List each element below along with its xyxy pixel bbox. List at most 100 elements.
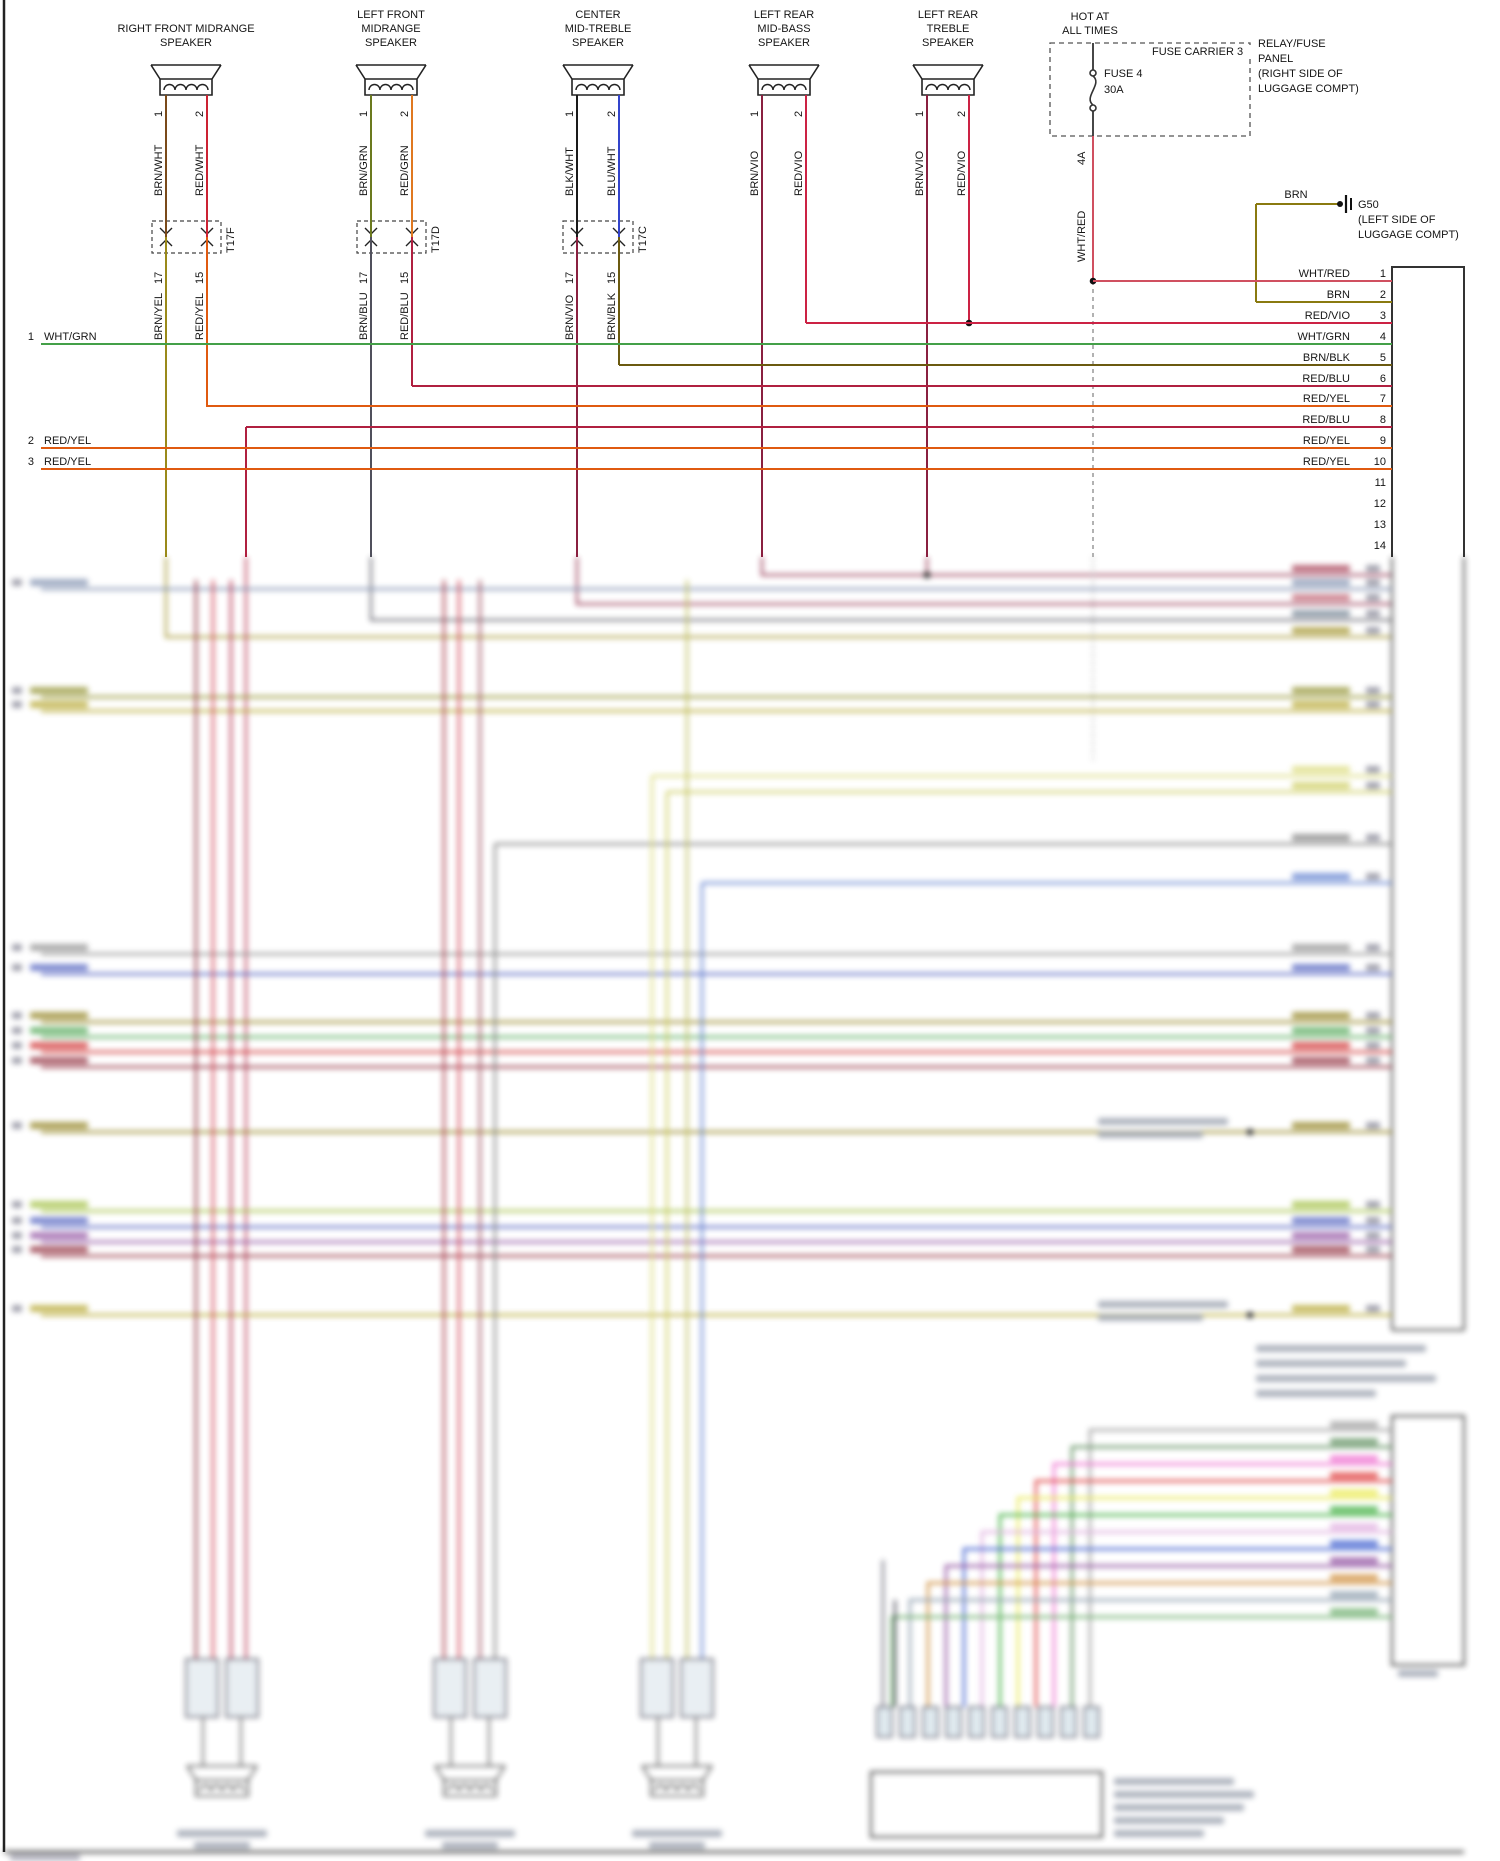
blurred-text xyxy=(12,1027,22,1034)
terminal-pin-number: 1 xyxy=(153,111,165,117)
blurred-text xyxy=(1330,1608,1378,1615)
inline-connector-box xyxy=(356,220,427,254)
blurred-text xyxy=(1330,1421,1378,1428)
blurred-text xyxy=(1398,1670,1438,1677)
blurred-text xyxy=(1114,1778,1234,1785)
blurred-text xyxy=(12,1217,22,1224)
wire-label: RED/YEL xyxy=(194,293,206,340)
amp-pin-wire-label: WHT/GRN xyxy=(1297,331,1350,343)
wire-label: BLU/WHT xyxy=(606,146,618,196)
blurred-text xyxy=(1366,610,1380,617)
wire-label: RED/VIO xyxy=(793,150,805,196)
blurred-text xyxy=(1292,1305,1350,1312)
blurred-text xyxy=(1256,1390,1376,1397)
speaker-name: LEFT REAR xyxy=(918,9,978,21)
blurred-text xyxy=(1292,964,1350,971)
small-connector-block xyxy=(899,1706,916,1738)
hot-label-line1: HOT AT xyxy=(1071,11,1110,23)
wire-label: RED/BLU xyxy=(399,292,411,340)
blurred-text xyxy=(30,1201,88,1208)
amp-pin-number: 13 xyxy=(1374,519,1386,531)
amp-pin-wire-label: RED/YEL xyxy=(1303,435,1350,447)
wire-segment xyxy=(890,1615,1392,1707)
blurred-text xyxy=(12,964,22,971)
wire-label: WHT/GRN xyxy=(44,331,97,343)
amp-pin-wire-label: RED/YEL xyxy=(1303,456,1350,468)
wire-segment xyxy=(1052,1462,1392,1707)
blurred-text xyxy=(30,579,88,586)
blurred-text xyxy=(30,964,88,971)
blurred-text xyxy=(1366,1246,1380,1253)
terminal-pin-number: 2 xyxy=(956,111,968,117)
wire-label: RED/YEL xyxy=(44,435,91,447)
blurred-text xyxy=(1366,1122,1380,1129)
blurred-text xyxy=(30,701,88,708)
speaker: LEFT REAR MID-BASS SPEAKER 1 BRN/VIO 2 RED/VIO xyxy=(748,9,820,196)
small-connector-block xyxy=(876,1706,893,1738)
blurred-text xyxy=(177,1830,267,1837)
speaker-name: SPEAKER xyxy=(365,37,417,49)
speaker-symbol xyxy=(748,64,820,96)
blurred-text xyxy=(1114,1830,1204,1837)
circuit-ref-number: 1 xyxy=(28,331,34,343)
blurred-text xyxy=(1366,782,1380,789)
terminal-pin-number: 2 xyxy=(399,111,411,117)
fuse-carrier-label: FUSE CARRIER 3 xyxy=(1152,46,1243,58)
wire-segment xyxy=(370,557,1392,621)
speaker-connector-block xyxy=(680,1658,714,1718)
wire-segment xyxy=(980,1530,1392,1707)
speaker-name: LEFT FRONT xyxy=(357,9,425,21)
amp-pin-number: 11 xyxy=(1375,477,1386,489)
speaker-symbol xyxy=(562,64,634,96)
blurred-text xyxy=(1292,766,1350,773)
ground-location-line1: (LEFT SIDE OF xyxy=(1358,214,1436,226)
blurred-text xyxy=(1098,1131,1203,1138)
blurred-text xyxy=(649,1842,705,1849)
speaker-name: CENTER xyxy=(575,9,620,21)
blurred-text xyxy=(12,1201,22,1208)
wire-label: BLK/WHT xyxy=(564,147,576,196)
speaker-coil xyxy=(575,83,621,91)
speaker-coil xyxy=(925,83,971,91)
blurred-lower-section xyxy=(4,557,1465,1861)
blurred-text xyxy=(1366,873,1380,880)
blurred-text xyxy=(30,1232,88,1239)
connector-pin-number: 15 xyxy=(194,272,206,284)
blurred-text xyxy=(30,1057,88,1064)
wire-segment xyxy=(1016,1496,1392,1707)
blurred-text xyxy=(1292,1057,1350,1064)
amp-pin-number: 12 xyxy=(1374,498,1386,510)
blurred-text xyxy=(30,1012,88,1019)
blurred-text xyxy=(1366,1057,1380,1064)
amp-pin-number: 3 xyxy=(1380,310,1386,322)
blurred-text xyxy=(1292,1012,1350,1019)
panel-caption-line2: PANEL xyxy=(1258,53,1293,65)
blurred-text xyxy=(1330,1489,1378,1496)
speaker-coil xyxy=(761,83,807,91)
blurred-text xyxy=(1292,610,1350,617)
speaker-symbol xyxy=(641,1765,713,1797)
blurred-text xyxy=(1366,766,1380,773)
speaker-name: TREBLE xyxy=(927,23,970,35)
blurred-text xyxy=(30,1027,88,1034)
blurred-text xyxy=(1292,687,1350,694)
blurred-text xyxy=(1256,1360,1406,1367)
wire-label: BRN/GRN xyxy=(358,145,370,196)
wire-segment xyxy=(944,1564,1392,1707)
blurred-text xyxy=(1292,1201,1350,1208)
panel-caption-line4: LUGGAGE COMPT) xyxy=(1258,83,1359,95)
blurred-text xyxy=(1330,1540,1378,1547)
small-connector-block xyxy=(922,1706,939,1738)
wire-segment xyxy=(908,1598,1392,1707)
blurred-text xyxy=(1366,687,1380,694)
blurred-text xyxy=(1098,1314,1203,1321)
junction-dot xyxy=(1246,1311,1254,1319)
blurred-text xyxy=(1292,873,1350,880)
circuit-ref-number: 2 xyxy=(28,435,34,447)
inline-connector-box xyxy=(562,220,634,254)
blurred-text xyxy=(1330,1574,1378,1581)
blurred-text xyxy=(1292,701,1350,708)
wire-segment xyxy=(165,557,1392,638)
wire-label: BRN/YEL xyxy=(153,293,165,340)
connector-pin-number: 17 xyxy=(153,272,165,284)
